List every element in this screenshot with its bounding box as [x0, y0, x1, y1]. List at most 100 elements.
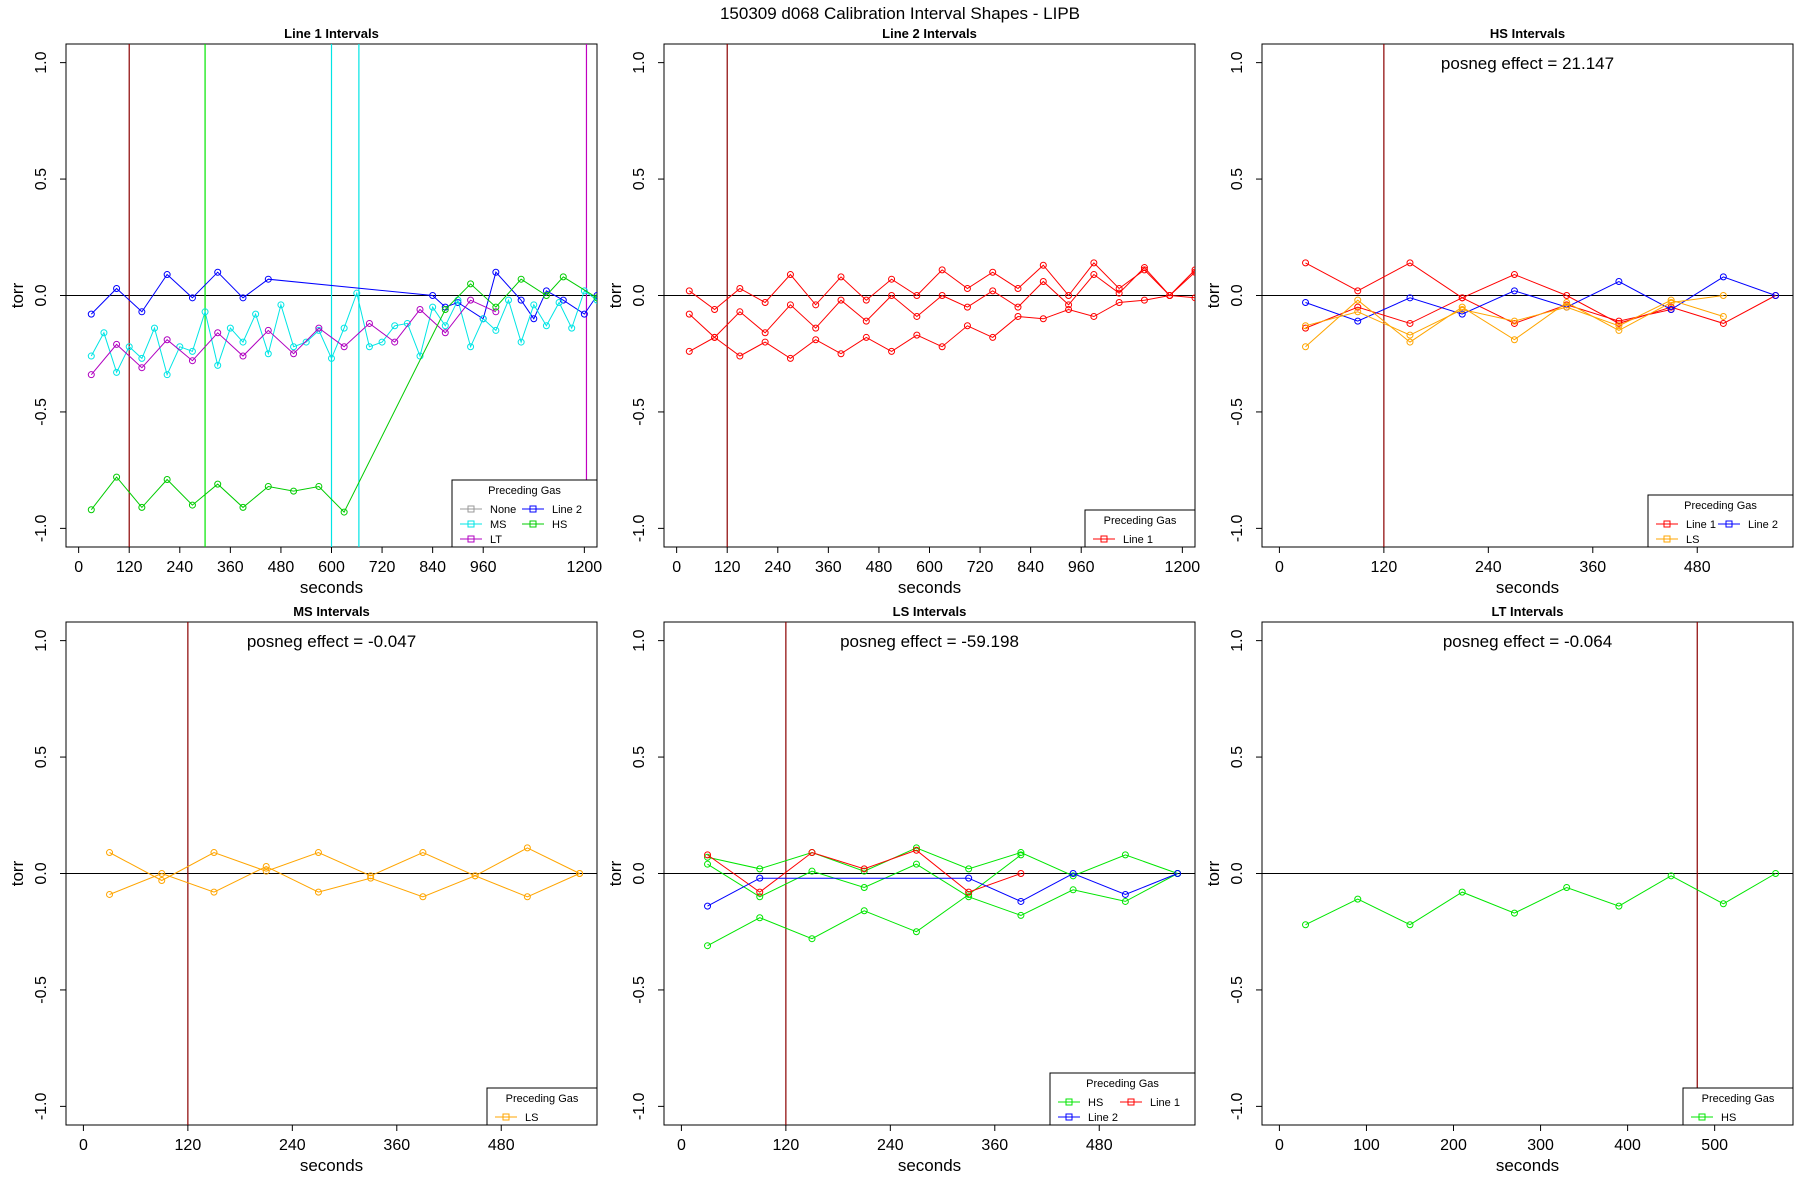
series-line: [707, 849, 1022, 893]
data-point: [1140, 266, 1148, 274]
data-point: [1121, 897, 1129, 905]
data-point: [1615, 319, 1623, 327]
chart-panel-4: MS Intervals -1.0 -0.5 0.0 0.5 1.0 0 120 240 360 4…: [8, 604, 598, 1175]
data-point: [1667, 305, 1675, 313]
y-tick-label: 1.0: [33, 629, 50, 651]
data-point: [580, 310, 588, 318]
y-tick-label: 0.0: [33, 862, 50, 884]
x-tick-label: 1200: [1165, 559, 1201, 576]
data-point: [542, 287, 550, 295]
legend-box: [451, 479, 598, 548]
data-point: [736, 308, 744, 316]
series-line: [90, 271, 597, 320]
data-point: [262, 863, 270, 871]
data-point: [467, 280, 475, 288]
panel-title: LT Intervals: [1491, 604, 1563, 619]
posneg-annotation: posneg effect = -0.064: [1443, 632, 1612, 651]
data-point: [1510, 287, 1518, 295]
data-point: [1510, 336, 1518, 344]
data-point: [1406, 319, 1414, 327]
x-tick-label: 240: [279, 1137, 306, 1154]
data-point: [1458, 310, 1466, 318]
y-tick-label: -0.5: [33, 976, 50, 1004]
panel-title: LS Intervals: [893, 604, 967, 619]
data-point: [812, 336, 820, 344]
legend-label: HS: [1088, 1097, 1103, 1109]
x-tick-label: 360: [383, 1137, 410, 1154]
x-tick-label: 120: [773, 1137, 800, 1154]
data-point: [264, 350, 272, 358]
data-point: [1014, 303, 1022, 311]
data-point: [1615, 278, 1623, 286]
legend-swatch-marker: [1100, 535, 1108, 543]
data-point: [340, 343, 348, 351]
data-point: [756, 888, 764, 896]
data-point: [391, 322, 399, 330]
x-tick-label: 120: [714, 559, 741, 576]
data-point: [761, 338, 769, 346]
data-point: [214, 329, 222, 337]
legend-box: [1084, 509, 1196, 548]
legend-swatch-marker: [467, 520, 475, 528]
data-point: [138, 354, 146, 362]
legend-title: Preceding Gas: [506, 1093, 579, 1105]
legend-label: Line 2: [1088, 1112, 1118, 1124]
posneg-annotation: posneg effect = -59.198: [840, 632, 1019, 651]
data-point: [1069, 886, 1077, 894]
data-point: [1140, 264, 1148, 272]
data-point: [1406, 294, 1414, 302]
data-point: [786, 354, 794, 362]
data-point: [1510, 317, 1518, 325]
chart-panel-3: HS Intervals -1.0 -0.5 0.0 0.5 1.0 0 120 240 360 4…: [1204, 26, 1794, 597]
data-point: [1563, 292, 1571, 299]
legend-swatch-marker: [1663, 520, 1671, 528]
data-point: [113, 285, 121, 293]
x-tick-label: 1200: [567, 559, 603, 576]
data-point: [1302, 322, 1310, 330]
legend-label: Line 1: [1123, 534, 1153, 546]
data-point: [340, 508, 348, 516]
x-tick-label: 0: [677, 1137, 686, 1154]
x-tick-label: 240: [764, 559, 791, 576]
series-line: [688, 266, 1195, 339]
data-point: [1140, 296, 1148, 304]
series-line: [1305, 873, 1776, 926]
data-point: [188, 501, 196, 509]
data-point: [1014, 285, 1022, 293]
data-point: [113, 340, 121, 348]
data-point: [239, 352, 247, 360]
x-tick-label: 0: [74, 559, 83, 576]
x-tick-label: 240: [877, 1137, 904, 1154]
data-point: [704, 851, 712, 859]
legend-title: Preceding Gas: [1104, 515, 1177, 527]
data-point: [106, 849, 114, 857]
data-point: [1090, 271, 1098, 279]
panel-title: Line 1 Intervals: [284, 26, 379, 41]
legend-label: HS: [1721, 1112, 1736, 1124]
data-point: [163, 371, 171, 379]
series-line: [90, 299, 497, 376]
series-line: [1305, 262, 1776, 324]
data-point: [1302, 298, 1310, 306]
data-point: [391, 338, 399, 346]
data-point: [214, 480, 222, 488]
series-group: [685, 259, 1195, 362]
x-tick-label: 240: [166, 559, 193, 576]
x-tick-label: 120: [116, 559, 143, 576]
series-line: [689, 262, 1195, 311]
series-line: [1305, 276, 1776, 322]
data-point: [989, 333, 997, 341]
data-point: [685, 310, 693, 318]
data-point: [963, 322, 971, 330]
panel-title: Line 2 Intervals: [882, 26, 977, 41]
x-axis-label: seconds: [1496, 1156, 1559, 1175]
legend-swatch-marker: [1698, 1113, 1706, 1121]
data-point: [1302, 324, 1310, 332]
data-point: [1191, 268, 1195, 276]
data-point: [912, 846, 920, 854]
data-point: [517, 338, 525, 346]
data-point: [1458, 888, 1466, 896]
series-group: [106, 844, 584, 901]
y-axis-label: torr: [606, 860, 625, 886]
data-point: [837, 296, 845, 304]
